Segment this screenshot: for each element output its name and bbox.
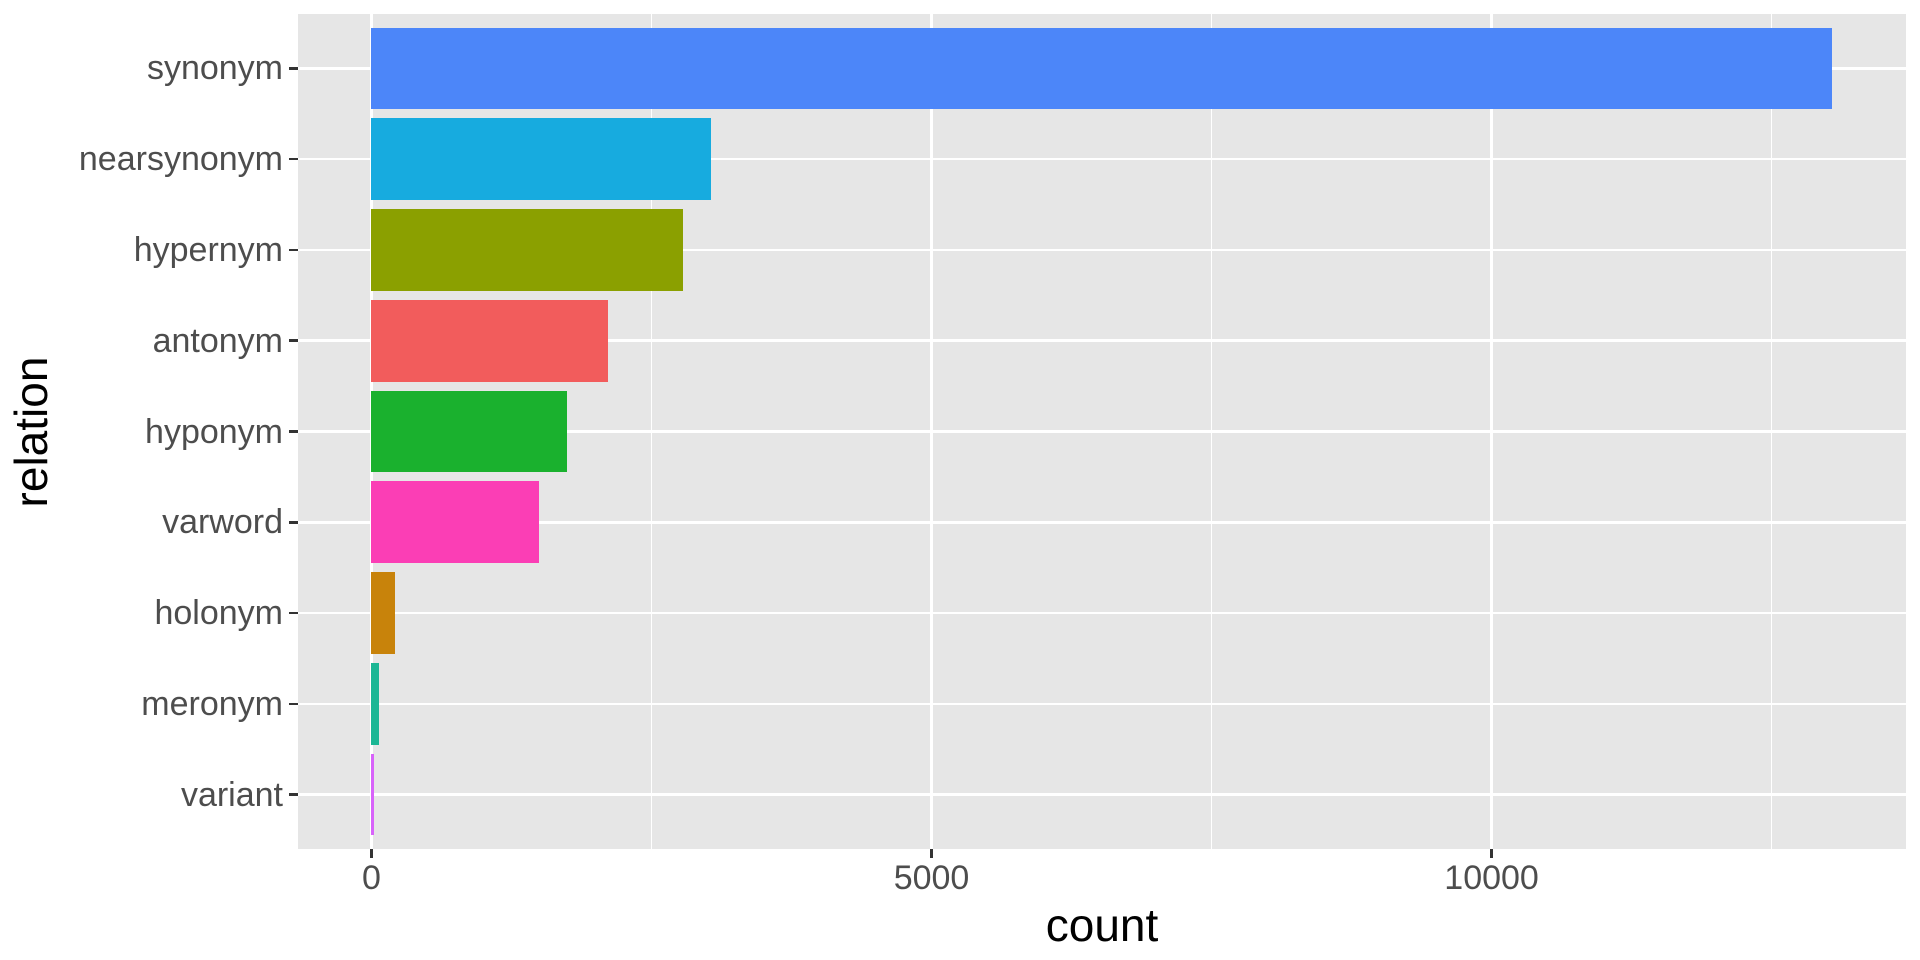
x-tick-label-0: 0: [362, 859, 381, 897]
y-axis-tick: [289, 157, 298, 161]
y-tick-label-hyponym: hyponym: [145, 412, 283, 451]
gridline-horizontal: [298, 793, 1906, 796]
y-axis-tick: [289, 793, 298, 796]
y-axis-tick: [289, 248, 298, 252]
gridline-vertical-major: [930, 14, 933, 849]
gridline-vertical-major: [1490, 14, 1493, 849]
y-axis-tick: [289, 611, 298, 615]
y-axis-tick: [289, 339, 298, 342]
y-tick-label-synonym: synonym: [146, 49, 283, 88]
bar-antonym: [371, 299, 608, 382]
x-tick-label-10000: 10000: [1444, 859, 1539, 897]
gridline-horizontal: [298, 248, 1906, 252]
y-tick-label-variant: variant: [180, 775, 283, 814]
bar-synonym: [371, 27, 1833, 110]
y-tick-label-holonym: holonym: [154, 594, 283, 633]
y-tick-label-antonym: antonym: [152, 321, 283, 360]
gridline-horizontal: [298, 702, 1906, 706]
x-axis-tick: [930, 849, 933, 858]
y-axis-tick: [289, 521, 298, 524]
gridline-vertical-minor: [1210, 14, 1213, 849]
bar-holonym: [371, 572, 395, 654]
plot-panel: [298, 14, 1906, 849]
gridline-horizontal: [298, 430, 1906, 433]
bar-hypernym: [371, 209, 683, 291]
bar-variant: [371, 753, 374, 836]
y-tick-label-nearsynonym: nearsynonym: [78, 140, 283, 179]
y-axis-tick: [289, 702, 298, 706]
x-tick-label-5000: 5000: [893, 859, 970, 897]
x-axis-tick: [370, 849, 373, 858]
bar-meronym: [371, 662, 380, 745]
bar-hyponym: [371, 390, 568, 473]
y-tick-label-meronym: meronym: [141, 684, 283, 723]
x-axis-tick: [1490, 849, 1493, 858]
y-axis-tick: [289, 430, 298, 433]
gridline-horizontal: [298, 521, 1906, 524]
bar-varword: [371, 481, 540, 564]
gridline-horizontal: [298, 611, 1906, 615]
bar-nearsynonym: [371, 118, 711, 201]
y-tick-label-varword: varword: [162, 503, 283, 542]
x-axis-title: count: [1045, 899, 1159, 951]
gridline-horizontal: [298, 157, 1906, 161]
gridline-horizontal: [298, 339, 1906, 342]
y-tick-label-hypernym: hypernym: [133, 230, 283, 269]
y-axis-tick: [289, 67, 298, 70]
gridline-vertical-minor: [650, 14, 653, 849]
gridline-vertical-minor: [1770, 14, 1773, 849]
